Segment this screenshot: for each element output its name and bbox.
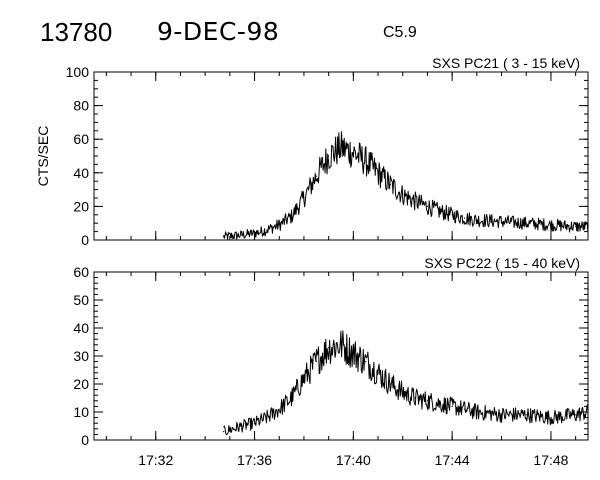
panel-title: SXS PC22 ( 15 - 40 keV) [424, 255, 580, 271]
panel-title: SXS PC21 ( 3 - 15 keV) [432, 55, 580, 71]
chart-header: 13780 9-DEC-98 C5.9 [0, 0, 600, 60]
data-point [223, 431, 225, 433]
x-tick-label: 17:40 [336, 452, 371, 468]
y-tick-label: 60 [73, 264, 89, 280]
y-tick-label: 10 [73, 404, 89, 420]
event-id: 13780 [40, 17, 113, 47]
data-point [587, 411, 589, 413]
x-tick-label: 17:48 [533, 452, 568, 468]
series-line [223, 330, 589, 435]
plot-frame [93, 71, 589, 241]
data-point [575, 414, 577, 416]
y-tick-label: 0 [81, 432, 89, 448]
y-tick-label: 80 [73, 98, 89, 114]
x-tick-label: 17:32 [138, 452, 173, 468]
y-tick-label: 50 [73, 292, 89, 308]
y-axis-label: CTS/SEC [35, 126, 51, 187]
panel-pc21: 0 20 40 60 80 100 SXS PC21 ( 3 - 15 keV) CTS/SE… [35, 55, 589, 248]
x-tick-label: 17:44 [435, 452, 470, 468]
y-tick-label: 60 [73, 131, 89, 147]
panel-pc22: 0 10 20 30 40 50 60 17:32 17:36 17:40 17:44 17:48 SX… [73, 255, 589, 468]
event-date: 9-DEC-98 [157, 17, 280, 46]
data-point [426, 205, 429, 207]
x-tick-label: 17:36 [237, 452, 272, 468]
data-point [365, 361, 367, 363]
y-tick-label: 100 [66, 64, 90, 80]
data-point [525, 414, 527, 416]
series-line [223, 131, 589, 240]
data-point [426, 400, 429, 402]
data-point [463, 217, 466, 219]
flare-class: C5.9 [383, 24, 417, 41]
y-tick-label: 40 [73, 320, 89, 336]
y-tick-label: 20 [73, 198, 89, 214]
series-anchor-points [223, 344, 589, 433]
y-tick-label: 0 [81, 232, 89, 248]
y-tick-label: 40 [73, 165, 89, 181]
y-tick-label: 30 [73, 348, 89, 364]
data-point [451, 405, 453, 407]
y-tick-label: 20 [73, 376, 89, 392]
